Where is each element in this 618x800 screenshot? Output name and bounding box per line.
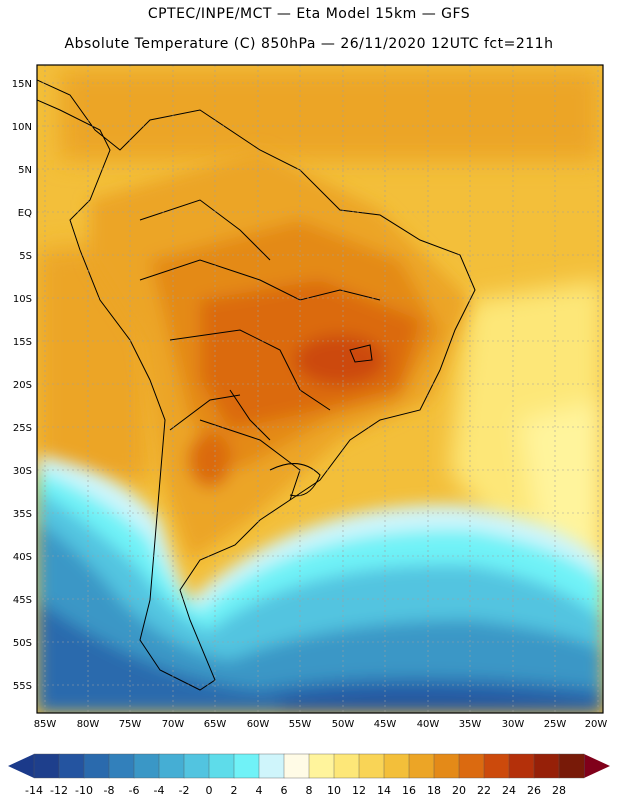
colorbar-tick-label: 2	[231, 784, 238, 797]
lon-label: 30W	[502, 719, 525, 730]
colorbar-tick-label: 16	[402, 784, 416, 797]
lat-label: 40S	[13, 552, 32, 563]
colorbar-tick-label: 22	[477, 784, 491, 797]
lon-label: 85W	[34, 719, 57, 730]
lat-label: 35S	[13, 509, 32, 520]
lon-label: 65W	[204, 719, 227, 730]
colorbar-cell	[383, 753, 410, 779]
colorbar-tick-label: 14	[377, 784, 391, 797]
colorbar-tick-label: 12	[352, 784, 366, 797]
country-borders	[37, 79, 476, 691]
colorbar-under-arrow	[8, 754, 34, 778]
colorbar-cell	[558, 753, 585, 779]
colorbar-tick-label: 26	[527, 784, 541, 797]
lat-label: EQ	[18, 208, 32, 219]
lat-label: 15N	[12, 79, 32, 90]
colorbar-cell	[33, 753, 60, 779]
colorbar-over-arrow	[584, 754, 610, 778]
lat-label: 5N	[18, 165, 32, 176]
lon-label: 80W	[77, 719, 100, 730]
colorbar-tick-label: 28	[552, 784, 566, 797]
colorbar-cell	[433, 753, 460, 779]
colorbar-cell	[108, 753, 135, 779]
colorbar-cell	[283, 753, 310, 779]
colorbar-tick-label: 4	[256, 784, 263, 797]
colorbar-tick-label: -14	[25, 784, 43, 797]
map-frame	[36, 64, 604, 714]
colorbar-tick-label: 18	[427, 784, 441, 797]
colorbar-cell	[158, 753, 185, 779]
colorbar-tick-label: -10	[75, 784, 93, 797]
lat-lon-grid	[37, 65, 603, 713]
colorbar-tick-label: -8	[104, 784, 115, 797]
lat-label: 15S	[13, 337, 32, 348]
colorbar-tick-label: -6	[129, 784, 140, 797]
colorbar-tick-label: -4	[154, 784, 165, 797]
colorbar-cell	[208, 753, 235, 779]
lon-label: 55W	[289, 719, 312, 730]
colorbar: -14 -12 -10 -8 -6 -4 -2 0 2 4 6 8 10 12 14 16 18 20 22 24 26…	[8, 753, 610, 797]
colorbar-tick-label: -2	[179, 784, 190, 797]
colorbar-tick-label: -12	[50, 784, 68, 797]
colorbar-cell	[233, 753, 260, 779]
colorbar-tick-label: 10	[327, 784, 341, 797]
longitude-labels: 85W 80W 75W 70W 65W 60W 55W 50W 45W 40W …	[34, 719, 608, 730]
lon-label: 40W	[417, 719, 440, 730]
lat-label: 25S	[13, 423, 32, 434]
colorbar-cell	[133, 753, 160, 779]
lat-label: 50S	[13, 638, 32, 649]
colorbar-tick-label: 8	[306, 784, 313, 797]
colorbar-cell	[258, 753, 285, 779]
lat-label: 30S	[13, 466, 32, 477]
latitude-labels: 15N 10N 5N EQ 5S 10S 15S 20S 25S 30S 35S…	[12, 79, 32, 692]
colorbar-cell	[533, 753, 560, 779]
colorbar-cell	[183, 753, 210, 779]
map-title-line1: CPTEC/INPE/MCT — Eta Model 15km — GFS	[147, 6, 471, 22]
lon-label: 45W	[374, 719, 397, 730]
lat-label: 55S	[13, 681, 32, 692]
lon-label: 25W	[544, 719, 567, 730]
lon-label: 20W	[585, 719, 608, 730]
colorbar-tick-label: 6	[281, 784, 288, 797]
colorbar-cell	[83, 753, 110, 779]
lat-label: 5S	[19, 251, 32, 262]
colorbar-tick-label: 24	[502, 784, 516, 797]
lon-label: 60W	[247, 719, 270, 730]
colorbar-cell	[508, 753, 535, 779]
lat-label: 10N	[12, 122, 32, 133]
colorbar-cell	[358, 753, 385, 779]
colorbar-cell	[458, 753, 485, 779]
lon-label: 35W	[459, 719, 482, 730]
colorbar-cell	[58, 753, 85, 779]
map-title-line2: Absolute Temperature (C) 850hPa — 26/11/…	[64, 36, 554, 52]
lat-label: 10S	[13, 294, 32, 305]
colorbar-tick-label: 20	[452, 784, 466, 797]
colorbar-cell	[483, 753, 510, 779]
lat-label: 20S	[13, 380, 32, 391]
colorbar-cell	[308, 753, 335, 779]
colorbar-tick-label: 0	[206, 784, 213, 797]
colorbar-cell	[333, 753, 360, 779]
colorbar-cell	[408, 753, 435, 779]
lon-label: 75W	[119, 719, 142, 730]
temperature-field	[37, 65, 603, 713]
lon-label: 50W	[332, 719, 355, 730]
lon-label: 70W	[162, 719, 185, 730]
lat-label: 45S	[13, 595, 32, 606]
